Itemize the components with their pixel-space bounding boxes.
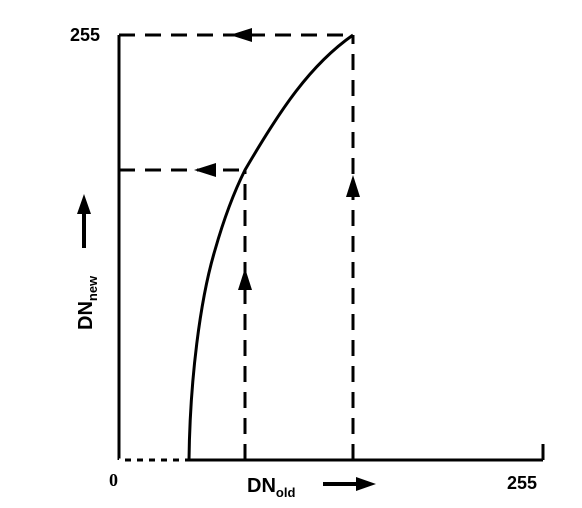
y-axis-top-value: 255: [70, 25, 100, 45]
y-axis-label-sub: new: [85, 275, 100, 301]
left-arrowhead-2: [230, 28, 252, 42]
x-axis-label-sub: old: [276, 485, 296, 500]
x-axis-max-value: 255: [507, 473, 537, 493]
x-axis-origin-value: 0: [109, 470, 118, 490]
y-direction-arrow-icon: [77, 194, 91, 214]
x-axis-label: DNold: [247, 475, 295, 500]
y-axis-label: DNnew: [75, 275, 100, 330]
up-arrowhead-2: [346, 175, 360, 197]
x-axis-label-main: DN: [247, 475, 276, 497]
transfer-curve: [187, 33, 354, 461]
left-arrowhead-1: [194, 163, 216, 177]
x-direction-arrow-icon: [356, 477, 376, 491]
y-axis-label-main: DN: [75, 301, 97, 330]
up-arrowhead-1: [238, 268, 252, 290]
y-axis-label-group: DNnew: [75, 275, 100, 330]
